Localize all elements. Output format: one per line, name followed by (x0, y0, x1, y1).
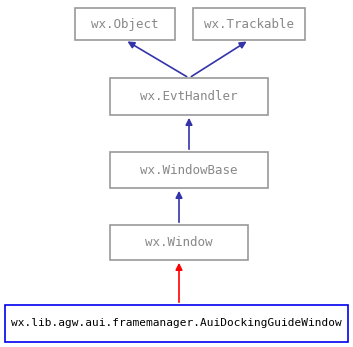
Text: wx.lib.agw.aui.framemanager.AuiDockingGuideWindow: wx.lib.agw.aui.framemanager.AuiDockingGu… (11, 319, 342, 329)
Text: wx.WindowBase: wx.WindowBase (140, 163, 238, 177)
FancyBboxPatch shape (110, 225, 248, 260)
FancyBboxPatch shape (193, 8, 305, 40)
Text: wx.Window: wx.Window (145, 236, 213, 249)
Text: wx.Object: wx.Object (91, 17, 159, 31)
FancyBboxPatch shape (5, 305, 348, 342)
FancyBboxPatch shape (75, 8, 175, 40)
FancyBboxPatch shape (110, 152, 268, 188)
Text: wx.Trackable: wx.Trackable (204, 17, 294, 31)
FancyBboxPatch shape (110, 78, 268, 115)
Text: wx.EvtHandler: wx.EvtHandler (140, 90, 238, 103)
